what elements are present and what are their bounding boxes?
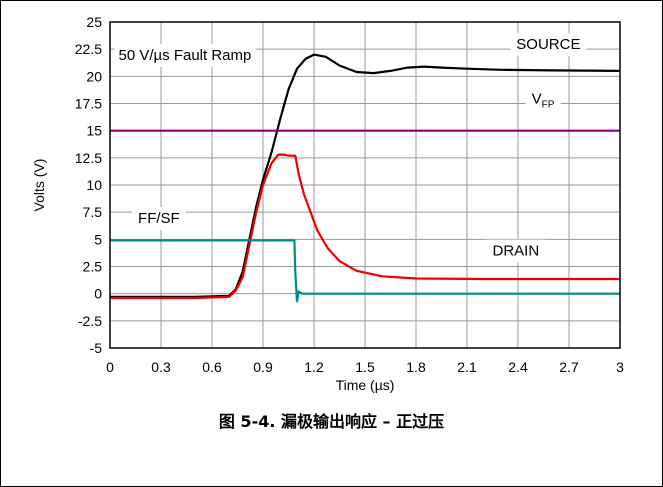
y-tick-label: 15	[86, 123, 102, 139]
ramp-annotation: 50 V/µs Fault Ramp	[119, 47, 252, 64]
y-tick-label: 25	[86, 14, 102, 30]
ffsf-annotation: FF/SF	[138, 210, 180, 227]
x-tick-label: 1.5	[355, 359, 375, 375]
x-tick-label: 2.4	[508, 359, 528, 375]
tick-labels: 0 0.3 0.6 0.9 1.2 1.5 1.8 2.1 2.4 2.7 3 -5 -2.5 0 2.5 5…	[75, 14, 624, 375]
y-tick-label: -5	[90, 340, 103, 356]
series-line-drain	[110, 153, 620, 300]
y-axis-label: Volts (V)	[31, 159, 47, 212]
y-tick-label: -2.5	[78, 313, 102, 329]
ramp-annotation-bg	[114, 44, 256, 68]
source-annotation-bg	[510, 33, 587, 57]
figure-caption: 图 5-4. 漏极输出响应 – 正过压	[218, 412, 445, 431]
y-tick-label: 5	[94, 231, 102, 247]
x-tick-label: 0	[106, 359, 114, 375]
x-tick-label: 0.6	[202, 359, 222, 375]
x-tick-label: 0.3	[151, 359, 171, 375]
vfp-annotation: VFP	[532, 91, 555, 111]
ffsf-annotation-bg	[132, 207, 186, 231]
y-tick-label: 0	[94, 286, 102, 302]
x-axis-label: Time (µs)	[336, 377, 395, 393]
drain-annotation: DRAIN	[493, 243, 540, 260]
y-tick-label: 20	[86, 68, 102, 84]
y-tick-label: 2.5	[83, 259, 103, 275]
series-group	[110, 53, 621, 303]
x-tick-label: 3	[616, 359, 624, 375]
x-tick-label: 1.8	[406, 359, 426, 375]
y-tick-label: 12.5	[75, 150, 102, 166]
y-tick-label: 17.5	[75, 96, 102, 112]
x-tick-label: 2.7	[559, 359, 579, 375]
y-tick-label: 10	[86, 177, 102, 193]
source-annotation: SOURCE	[516, 36, 580, 53]
vfp-annotation-bg	[525, 87, 561, 114]
x-tick-label: 0.9	[253, 359, 273, 375]
series-line-source	[110, 53, 621, 298]
y-tick-label: 7.5	[83, 204, 103, 220]
x-tick-label: 2.1	[457, 359, 477, 375]
vfp-annotation-main: V	[532, 91, 542, 108]
series-line-ff-sf	[110, 239, 620, 303]
plot-border	[109, 21, 621, 349]
vfp-annotation-sub: FP	[542, 100, 555, 111]
y-tick-label: 22.5	[75, 41, 102, 57]
drain-annotation-bg	[486, 239, 546, 263]
x-tick-label: 1.2	[304, 359, 324, 375]
